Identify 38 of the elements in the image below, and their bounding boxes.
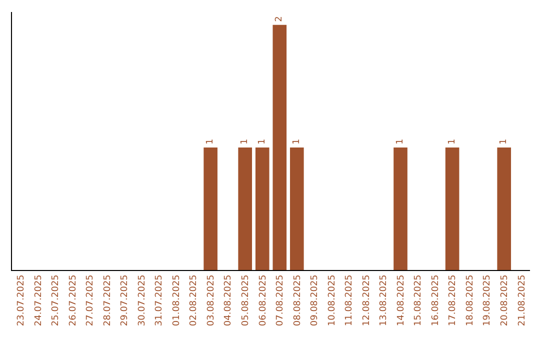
x-tick-label: 18.08.2025	[465, 274, 476, 326]
x-tick-label: 10.08.2025	[327, 274, 338, 326]
data-label: 1	[499, 138, 510, 144]
x-tick-label: 16.08.2025	[430, 274, 441, 326]
x-tick-label: 31.07.2025	[154, 274, 165, 326]
x-tick-label: 09.08.2025	[310, 274, 320, 326]
data-label: 1	[257, 138, 268, 144]
x-tick-label: 08.08.2025	[292, 274, 303, 326]
x-tick-label: 14.08.2025	[396, 274, 406, 326]
x-tick-label: 11.08.2025	[344, 274, 355, 326]
x-tick-label: 01.08.2025	[172, 274, 182, 326]
x-tick-label: 20.08.2025	[500, 274, 510, 326]
x-tick-label: 30.07.2025	[137, 274, 148, 326]
data-label: 1	[240, 138, 250, 144]
x-tick-label: 25.07.2025	[51, 274, 62, 326]
x-tick-label: 07.08.2025	[276, 274, 286, 326]
x-tick-label: 27.07.2025	[86, 274, 96, 326]
x-tick-label: 24.07.2025	[34, 274, 44, 326]
x-tick-label: 28.07.2025	[102, 274, 113, 326]
data-label: 1	[206, 138, 216, 144]
x-tick-label: 02.08.2025	[189, 274, 200, 326]
x-tick-label: 29.07.2025	[120, 274, 130, 326]
x-tick-label: 03.08.2025	[206, 274, 216, 326]
data-label: 1	[292, 138, 302, 144]
data-label: 1	[396, 138, 406, 144]
x-tick-label: 15.08.2025	[414, 274, 424, 326]
x-tick-label: 05.08.2025	[241, 274, 252, 326]
data-label: 1	[447, 138, 458, 144]
x-tick-label: 23.07.2025	[16, 274, 27, 326]
x-tick-label: 13.08.2025	[379, 274, 390, 326]
x-tick-label: 21.08.2025	[517, 274, 528, 326]
x-tick-label: 04.08.2025	[224, 274, 234, 326]
x-tick-label: 06.08.2025	[258, 274, 268, 326]
data-label: 2	[274, 16, 285, 22]
x-tick-label: 19.08.2025	[482, 274, 493, 326]
x-tick-label: 26.07.2025	[68, 274, 78, 326]
x-tick-label: 17.08.2025	[448, 274, 458, 326]
x-tick-label: 12.08.2025	[362, 274, 372, 326]
